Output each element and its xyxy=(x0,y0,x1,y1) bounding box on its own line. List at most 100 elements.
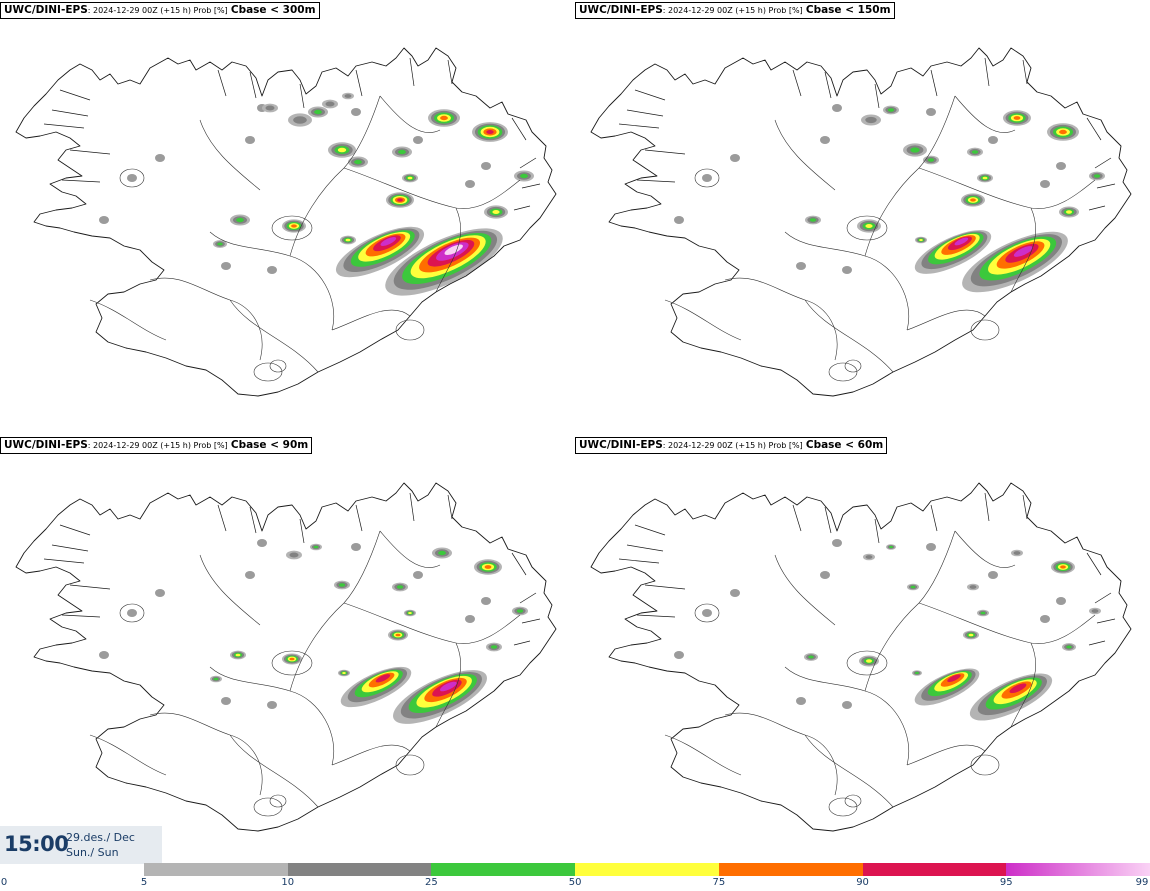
prob-contour xyxy=(293,116,307,124)
prob-contour xyxy=(345,238,351,242)
prob-speckle xyxy=(820,136,830,144)
prob-contour xyxy=(980,611,986,615)
region-border xyxy=(954,530,1016,568)
prob-speckle xyxy=(245,571,255,579)
region-border xyxy=(864,95,956,257)
region-border xyxy=(1010,642,1036,728)
prob-contour xyxy=(439,681,457,692)
fjord-line xyxy=(1086,117,1102,141)
color-bar xyxy=(144,863,1150,876)
region-border xyxy=(199,119,261,191)
fjord-line xyxy=(51,544,89,552)
map-layer xyxy=(15,482,557,832)
prob-speckle xyxy=(1040,180,1050,188)
model-name: UWC/DINI-EPS xyxy=(4,439,88,451)
region-border xyxy=(331,309,411,331)
valid-time: 15:00 xyxy=(4,832,69,856)
map-panel-300m: UWC/DINI-EPS: 2024-12-29 00Z (+15 h) Pro… xyxy=(0,0,575,436)
fjord-line xyxy=(513,640,531,646)
region-border xyxy=(343,167,521,209)
run-info: : 2024-12-29 00Z (+15 h) Prob [%] xyxy=(662,6,803,15)
region-border xyxy=(774,119,836,191)
prob-contour xyxy=(380,237,397,246)
fjord-line xyxy=(618,558,660,564)
prob-contour xyxy=(982,176,988,180)
fjord-line xyxy=(644,584,686,590)
fjord-line xyxy=(521,618,541,624)
prob-contour xyxy=(808,655,814,659)
prob-speckle xyxy=(796,262,806,270)
region-border xyxy=(209,666,334,766)
prob-speckle xyxy=(674,651,684,659)
prob-speckle xyxy=(481,597,491,605)
prob-contour xyxy=(968,633,974,637)
iceland-map xyxy=(15,482,557,832)
region-border xyxy=(435,207,461,293)
prob-contour xyxy=(235,653,241,657)
fjord-line xyxy=(43,558,85,564)
prob-contour xyxy=(438,550,446,556)
lake-outline xyxy=(395,754,425,776)
fjord-line xyxy=(824,71,832,99)
color-bar-tick: 95 xyxy=(999,877,1013,888)
map-layer xyxy=(15,47,557,397)
region-border xyxy=(954,95,1016,133)
prob-contour xyxy=(865,224,873,228)
valid-time-box: 15:00 29.des./ Dec Sun./ Sun xyxy=(0,826,162,864)
color-bar-tick: 90 xyxy=(856,877,869,888)
region-border xyxy=(435,642,461,728)
fjord-line xyxy=(1088,640,1106,646)
region-border xyxy=(724,712,838,796)
lake-outline xyxy=(119,603,145,623)
fjord-line xyxy=(249,71,257,99)
prob-speckle xyxy=(842,266,852,274)
color-bar-segment xyxy=(575,863,720,876)
fjord-line xyxy=(1022,59,1028,85)
valid-day: Sun./ Sun xyxy=(66,846,119,859)
color-bar-segment xyxy=(287,863,432,876)
prob-speckle xyxy=(267,701,277,709)
model-name: UWC/DINI-EPS xyxy=(4,4,88,16)
fjord-line xyxy=(299,83,305,109)
region-border xyxy=(804,299,894,373)
prob-contour xyxy=(866,659,872,663)
prob-contour xyxy=(1013,116,1021,120)
prob-speckle xyxy=(413,571,423,579)
fjord-line xyxy=(249,506,257,534)
iceland-map xyxy=(15,47,557,397)
region-border xyxy=(864,530,956,692)
region-border xyxy=(784,666,909,766)
prob-speckle xyxy=(245,136,255,144)
prob-speckle xyxy=(702,609,712,617)
prob-speckle xyxy=(481,162,491,170)
prob-contour xyxy=(397,198,403,202)
fjord-line xyxy=(618,123,660,129)
prob-speckle xyxy=(832,104,842,112)
fjord-line xyxy=(1096,183,1116,189)
prob-contour xyxy=(314,109,322,115)
run-info: : 2024-12-29 00Z (+15 h) Prob [%] xyxy=(662,441,803,450)
fjord-line xyxy=(447,494,453,520)
fjord-line xyxy=(984,492,990,522)
valid-date: 29.des./ Dec xyxy=(66,831,135,844)
prob-contour xyxy=(407,176,413,180)
lake-outline xyxy=(844,794,862,808)
region-border xyxy=(289,95,381,257)
fjord-line xyxy=(511,117,527,141)
fjord-line xyxy=(521,183,541,189)
fjord-line xyxy=(626,109,664,117)
prob-contour xyxy=(865,555,873,559)
prob-contour xyxy=(947,674,961,683)
threshold-label: Cbase < 150m xyxy=(805,4,891,16)
prob-contour xyxy=(325,101,335,107)
prob-contour xyxy=(440,115,448,121)
region-border xyxy=(804,734,894,808)
panel-title: UWC/DINI-EPS: 2024-12-29 00Z (+15 h) Pro… xyxy=(575,437,888,454)
fjord-line xyxy=(1096,618,1116,624)
color-bar-segment xyxy=(431,863,576,876)
color-bar-tick: 10 xyxy=(281,877,295,888)
prob-contour xyxy=(520,173,528,179)
prob-contour xyxy=(915,671,919,675)
prob-contour xyxy=(1066,210,1072,214)
prob-speckle xyxy=(127,609,137,617)
